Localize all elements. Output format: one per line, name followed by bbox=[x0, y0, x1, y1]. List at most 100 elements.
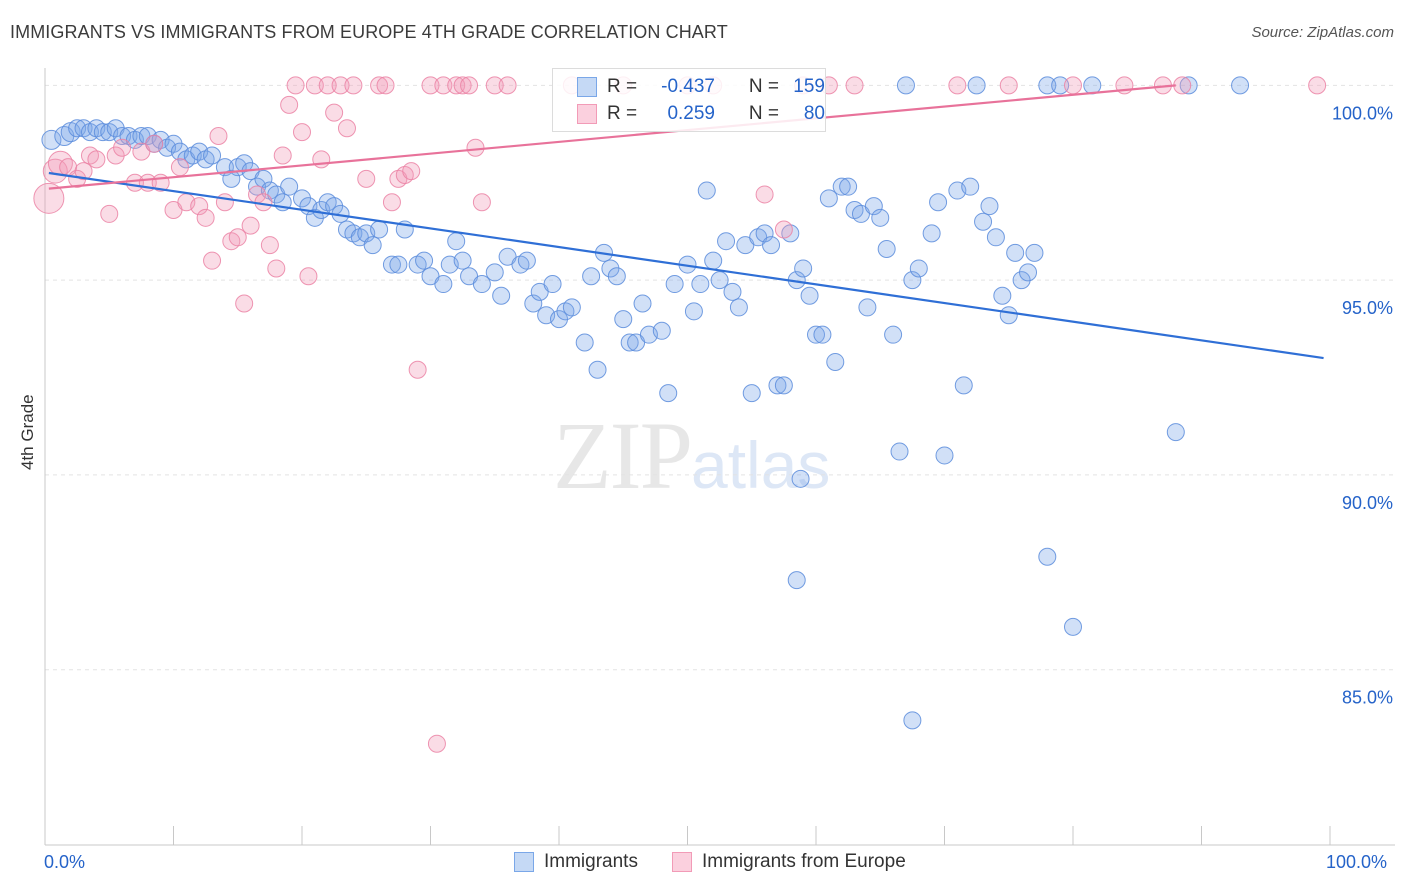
point-europe bbox=[241, 216, 260, 235]
point-immigrants bbox=[652, 321, 671, 340]
point-immigrants bbox=[1051, 76, 1070, 95]
point-europe bbox=[357, 169, 376, 188]
point-immigrants bbox=[839, 177, 858, 196]
point-europe bbox=[1173, 76, 1192, 95]
x-tick-label-min: 0.0% bbox=[44, 852, 86, 872]
y-axis-label: 4th Grade bbox=[18, 394, 37, 470]
point-immigrants bbox=[582, 267, 601, 286]
point-immigrants bbox=[903, 711, 922, 730]
point-immigrants bbox=[884, 325, 903, 344]
point-europe bbox=[325, 103, 344, 122]
point-europe bbox=[299, 267, 318, 286]
point-europe bbox=[267, 259, 286, 278]
legend-label-immigrants: Immigrants bbox=[544, 851, 638, 872]
point-europe bbox=[434, 76, 453, 95]
point-immigrants bbox=[1025, 243, 1044, 262]
point-immigrants bbox=[710, 271, 729, 290]
point-immigrants bbox=[826, 352, 845, 371]
point-immigrants bbox=[575, 333, 594, 352]
point-immigrants bbox=[813, 325, 832, 344]
point-europe bbox=[402, 162, 421, 181]
legend-swatch-immigrants bbox=[577, 77, 597, 97]
point-europe bbox=[190, 197, 209, 216]
point-immigrants bbox=[742, 384, 761, 403]
point-immigrants bbox=[794, 259, 813, 278]
point-immigrants bbox=[492, 286, 511, 305]
legend-item-immigrants: Immigrants bbox=[514, 851, 638, 873]
point-immigrants bbox=[1006, 243, 1025, 262]
point-europe bbox=[280, 95, 299, 114]
point-immigrants bbox=[1083, 76, 1102, 95]
point-immigrants bbox=[222, 169, 241, 188]
legend-swatch-europe bbox=[577, 104, 597, 124]
point-immigrants bbox=[999, 306, 1018, 325]
point-europe bbox=[421, 76, 440, 95]
point-immigrants bbox=[877, 239, 896, 258]
point-immigrants bbox=[980, 197, 999, 216]
point-europe bbox=[845, 76, 864, 95]
point-immigrants bbox=[954, 376, 973, 395]
point-immigrants bbox=[787, 571, 806, 590]
point-europe bbox=[344, 76, 363, 95]
point-immigrants bbox=[389, 255, 408, 274]
point-europe bbox=[485, 76, 504, 95]
point-europe bbox=[427, 734, 446, 753]
watermark-atlas: atlas bbox=[691, 428, 831, 502]
point-immigrants bbox=[382, 255, 401, 274]
point-europe bbox=[755, 185, 774, 204]
point-immigrants bbox=[986, 228, 1005, 247]
point-immigrants bbox=[704, 251, 723, 270]
point-europe bbox=[260, 236, 279, 255]
trendline-immigrants bbox=[48, 171, 1324, 360]
point-europe bbox=[460, 76, 479, 95]
point-immigrants bbox=[1019, 263, 1038, 282]
point-immigrants bbox=[562, 298, 581, 317]
point-immigrants bbox=[922, 224, 941, 243]
point-immigrants bbox=[890, 442, 909, 461]
point-immigrants bbox=[800, 286, 819, 305]
point-europe bbox=[312, 150, 331, 169]
point-immigrants bbox=[871, 208, 890, 227]
point-europe bbox=[196, 208, 215, 227]
y-tick-label: 90.0% bbox=[1342, 493, 1393, 513]
point-immigrants bbox=[768, 376, 787, 395]
legend-row-immigrants: R = -0.437 N = 159 bbox=[553, 74, 825, 100]
point-immigrants bbox=[864, 197, 883, 216]
point-europe bbox=[999, 76, 1018, 95]
legend-n-value-immigrants: 159 bbox=[793, 76, 825, 97]
point-immigrants bbox=[543, 275, 562, 294]
point-europe bbox=[774, 220, 793, 239]
point-immigrants bbox=[791, 469, 810, 488]
point-immigrants bbox=[517, 251, 536, 270]
legend-r-value-europe: 0.259 bbox=[667, 103, 715, 124]
y-tick-label: 95.0% bbox=[1342, 298, 1393, 318]
point-immigrants bbox=[929, 193, 948, 212]
point-immigrants bbox=[1038, 76, 1057, 95]
point-europe bbox=[382, 193, 401, 212]
point-europe bbox=[87, 150, 106, 169]
point-immigrants bbox=[755, 224, 774, 243]
point-europe bbox=[948, 76, 967, 95]
legend-r-label: R = bbox=[607, 76, 638, 97]
y-tick-label: 100.0% bbox=[1332, 103, 1393, 123]
point-immigrants bbox=[762, 236, 781, 255]
point-immigrants bbox=[370, 220, 389, 239]
legend-r-value-immigrants: -0.437 bbox=[661, 76, 715, 97]
point-europe bbox=[1308, 76, 1327, 95]
point-europe bbox=[408, 360, 427, 379]
point-immigrants bbox=[1166, 423, 1185, 442]
point-europe bbox=[228, 228, 247, 247]
point-immigrants bbox=[665, 275, 684, 294]
legend-item-europe: Immigrants from Europe bbox=[671, 851, 906, 873]
source-label: Source: ZipAtlas.com bbox=[1251, 24, 1394, 41]
point-immigrants bbox=[723, 282, 742, 301]
point-europe bbox=[209, 127, 228, 146]
point-immigrants bbox=[447, 232, 466, 251]
point-europe bbox=[447, 76, 466, 95]
point-europe bbox=[74, 162, 93, 181]
point-europe bbox=[170, 158, 189, 177]
point-immigrants bbox=[1179, 76, 1198, 95]
point-immigrants bbox=[974, 212, 993, 231]
point-immigrants bbox=[453, 251, 472, 270]
point-europe bbox=[305, 76, 324, 95]
